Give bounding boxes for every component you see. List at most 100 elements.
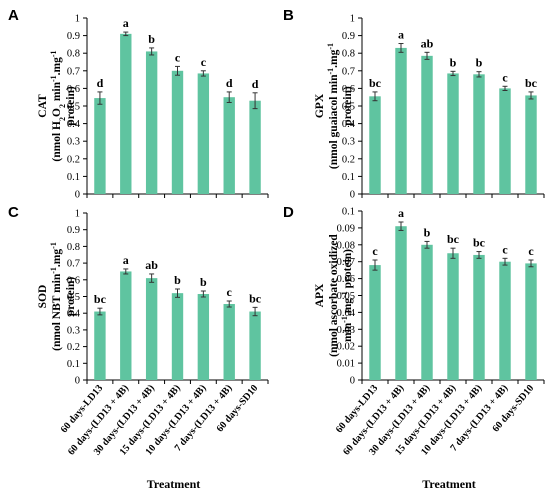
- significance-label: d: [97, 76, 104, 90]
- bar: [473, 74, 485, 194]
- y-tick-label: 0.4: [67, 309, 81, 320]
- bar: [171, 293, 184, 380]
- bar: [249, 100, 261, 194]
- y-axis-label-line: (nmol NBT min-1.mg-1: [49, 242, 64, 351]
- y-tick-label: 0: [75, 376, 80, 387]
- y-axis-label-line: CAT: [37, 94, 49, 118]
- significance-label: c: [372, 244, 378, 258]
- significance-label: b: [476, 56, 483, 70]
- significance-label: c: [528, 244, 534, 258]
- chart-panel-a: A 0 0.1 0.2 0.3 0.4 0.5 0.6 0.7 0.8 0.9 1 d a b c c d d CAT…: [8, 7, 269, 201]
- significance-label: c: [227, 285, 233, 299]
- significance-label: bc: [447, 232, 460, 246]
- y-tick-label: 0.04: [337, 308, 356, 319]
- bar: [120, 33, 132, 195]
- bar: [145, 278, 158, 380]
- y-tick-label: 0.5: [342, 102, 355, 113]
- y-tick-label: 0.8: [67, 242, 80, 253]
- y-tick-label: 1: [75, 14, 80, 25]
- bar: [197, 73, 210, 194]
- significance-label: ab: [145, 258, 158, 272]
- y-tick-label: 1: [75, 209, 80, 220]
- y-tick-label: 0: [350, 376, 355, 387]
- panel-letter: B: [283, 7, 294, 24]
- bar: [499, 261, 511, 380]
- bar: [395, 226, 407, 380]
- significance-label: bc: [525, 76, 538, 90]
- y-axis-label-line: protein): [342, 86, 354, 126]
- significance-label: b: [174, 273, 181, 287]
- bar: [369, 265, 381, 380]
- bar: [473, 254, 485, 380]
- y-tick-label: 0.3: [67, 325, 80, 336]
- significance-label: d: [226, 76, 233, 90]
- y-axis-label-line: (nmol H2O2 min-1.mg-1: [49, 50, 67, 161]
- y-tick-label: 0.08: [337, 240, 355, 251]
- bar: [421, 55, 433, 195]
- y-tick-label: 0.2: [67, 154, 80, 165]
- bar: [369, 96, 381, 194]
- bar: [525, 95, 537, 194]
- y-tick-label: 0: [75, 190, 80, 201]
- y-axis-label-line: (nmol ascorbate oxidized: [328, 234, 340, 357]
- bar: [249, 311, 261, 380]
- y-tick-label: 0.1: [67, 359, 80, 370]
- y-tick-label: 0.6: [67, 84, 80, 95]
- y-axis-label-line: protein): [65, 277, 77, 317]
- x-axis-title: Treatment: [147, 477, 201, 491]
- y-tick-label: 0.05: [337, 291, 355, 302]
- significance-label: ab: [421, 36, 434, 50]
- y-tick-label: 0.6: [342, 84, 355, 95]
- panel-letter: D: [283, 204, 294, 221]
- y-tick-label: 0.3: [67, 137, 80, 148]
- significance-label: c: [502, 70, 508, 84]
- y-tick-label: 0.8: [342, 49, 355, 60]
- significance-label: bc: [473, 236, 486, 250]
- y-tick-label: 0.4: [342, 119, 356, 130]
- chart-panel-d: D 0 0.01 0.02 0.03 0.04 0.05 0.06 0.07 0.08 0.09 0.…: [283, 204, 545, 491]
- panel-letter: A: [8, 7, 19, 24]
- y-axis-label-line: GPX: [314, 93, 326, 118]
- significance-label: a: [123, 253, 129, 267]
- y-tick-label: 0.06: [337, 274, 355, 285]
- y-tick-label: 0.7: [342, 66, 355, 77]
- significance-label: c: [502, 242, 508, 256]
- bar: [447, 73, 459, 194]
- y-axis-label-line: min-1.mg-1 protein): [340, 249, 355, 342]
- y-tick-label: 0.9: [67, 31, 80, 42]
- bar: [499, 88, 511, 194]
- bar: [421, 244, 433, 380]
- significance-label: a: [398, 206, 404, 220]
- significance-label: bc: [369, 76, 382, 90]
- y-tick-label: 0.07: [337, 257, 355, 268]
- y-tick-label: 0: [350, 190, 355, 201]
- y-tick-label: 0.3: [342, 137, 355, 148]
- y-tick-label: 0.9: [342, 31, 355, 42]
- y-axis-label-line: (nmol guaiacol min-1.mg-1: [326, 43, 341, 169]
- bar: [94, 311, 106, 380]
- significance-label: bc: [249, 291, 262, 305]
- bar: [447, 253, 459, 380]
- significance-label: b: [148, 32, 155, 46]
- significance-label: b: [200, 275, 207, 289]
- y-tick-label: 0.9: [67, 225, 80, 236]
- y-axis-label-line: SOD: [37, 285, 49, 309]
- significance-label: a: [398, 28, 404, 42]
- significance-label: b: [450, 55, 457, 69]
- y-tick-label: 0.2: [67, 342, 80, 353]
- y-tick-label: 0.03: [337, 325, 355, 336]
- y-tick-label: 0.09: [337, 223, 355, 234]
- panel-letter: C: [8, 204, 19, 221]
- y-tick-label: 0.01: [337, 359, 355, 370]
- y-axis-label-line: APX: [314, 283, 326, 307]
- bar: [94, 98, 106, 194]
- bar: [197, 293, 210, 380]
- y-axis-title: APX (nmol ascorbate oxidized min-1.mg-1 pr…: [314, 234, 354, 357]
- y-tick-label: 1: [350, 14, 355, 25]
- y-tick-label: 0.5: [67, 102, 80, 113]
